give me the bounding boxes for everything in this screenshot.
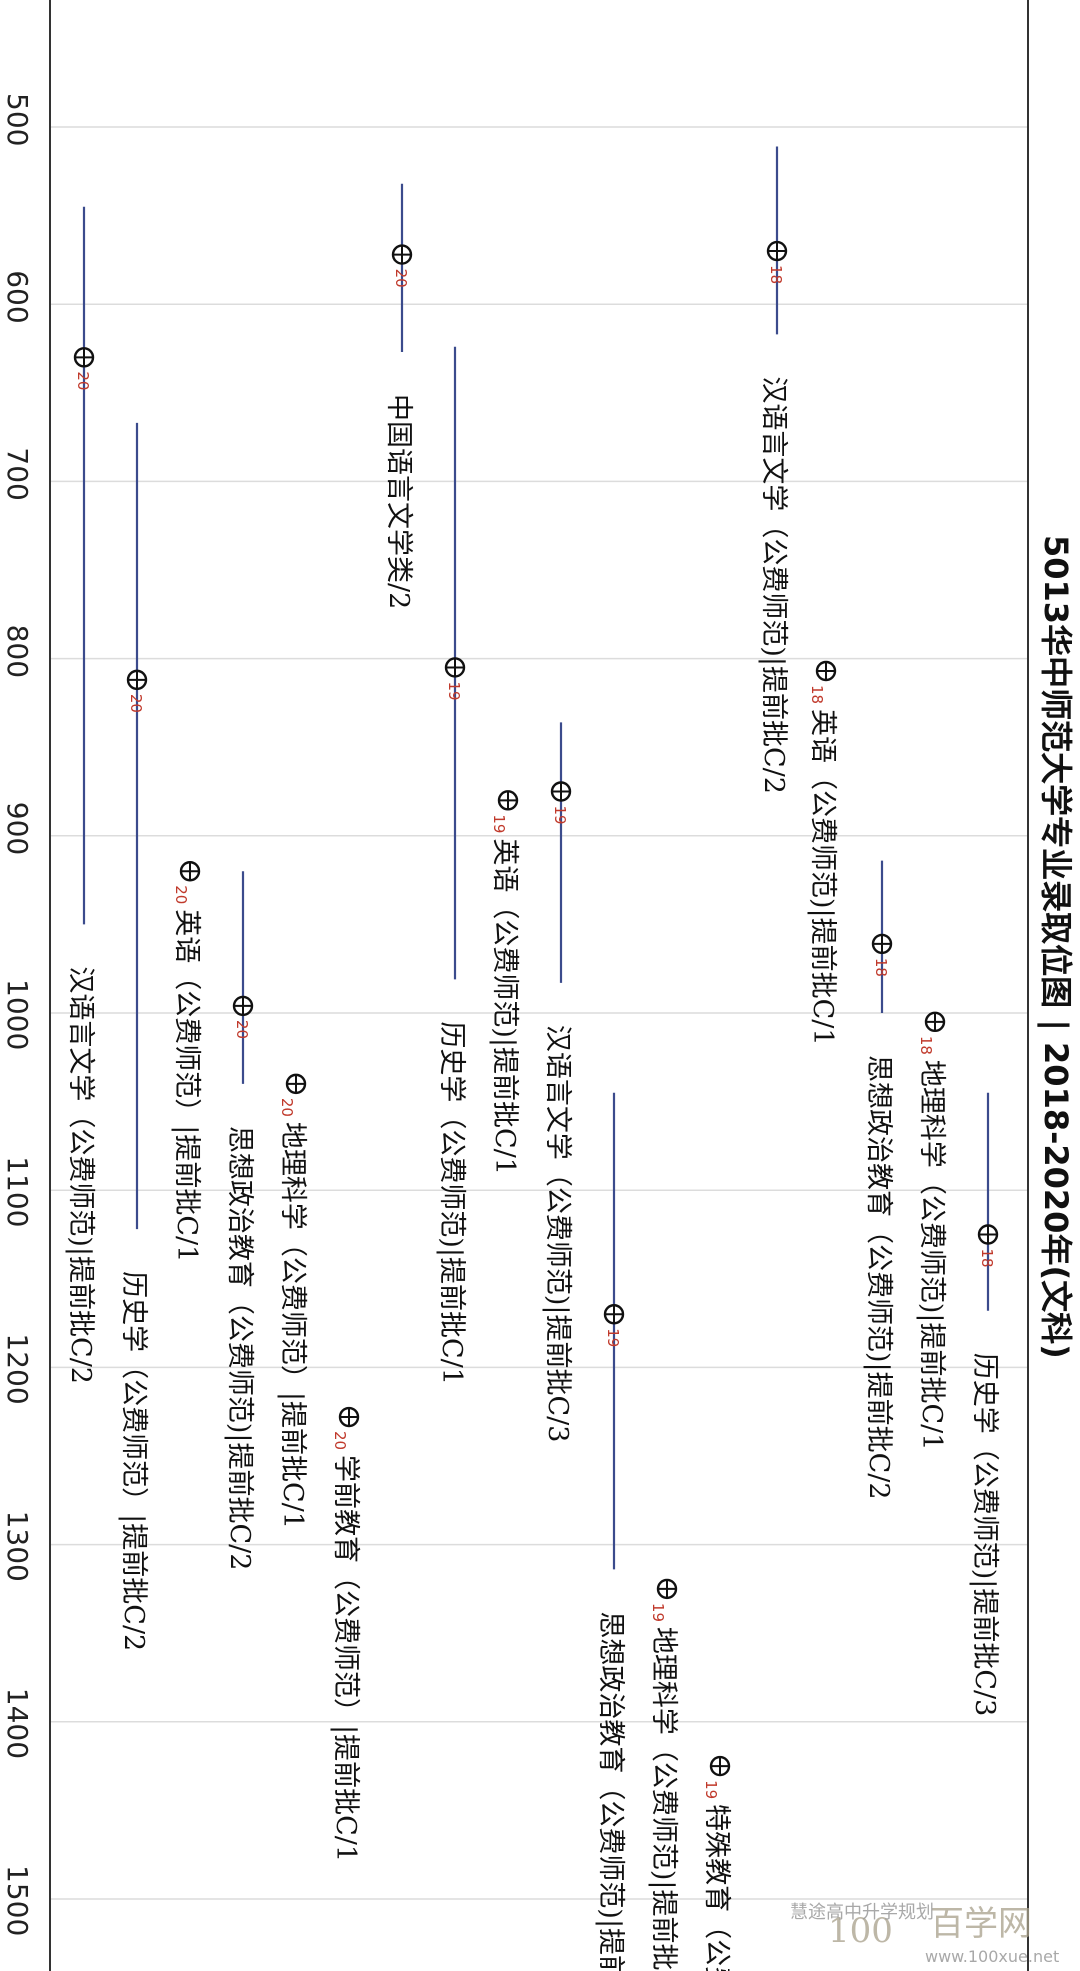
year-label: 20 [233, 1020, 251, 1039]
tick-label-700: 700 [1, 447, 34, 500]
data-point: 20 地理科学（公费师范）|提前批C/1 [277, 1073, 308, 1529]
data-point: 19 思想政治教育（公费师范)|提前批 [595, 1092, 626, 1971]
major-label: 英语（公费师范）|提前批C/1 [171, 909, 202, 1262]
tick-label-600: 600 [1, 270, 34, 323]
major-label: 思想政治教育（公费师范)|提前批C/2 [224, 1126, 255, 1571]
year-label: 19 [490, 814, 508, 833]
data-point: 20 汉语言文学（公费师范)|提前批C/2 [65, 206, 96, 1384]
gridlines [50, 126, 1028, 1900]
watermark: 100 百学网 慧途高中升学规划 www.100xue.net [790, 1902, 1059, 1966]
year-label: 19 [649, 1603, 667, 1622]
data-point: 18 地理科学（公费师范)|提前批C/1 [916, 1011, 947, 1451]
major-label: 历史学（公费师范)|提前批C/3 [969, 1353, 1000, 1717]
major-label: 汉语言文学（公费师范)|提前批C/3 [542, 1025, 573, 1443]
year-label: 18 [767, 265, 785, 284]
year-label: 19 [604, 1328, 622, 1347]
year-label: 18 [808, 685, 826, 704]
data-point: 20 思想政治教育（公费师范)|提前批C/2 [224, 871, 255, 1570]
tick-label-1400: 1400 [1, 1688, 34, 1759]
major-label: 汉语言文学（公费师范)|提前批C/2 [758, 376, 789, 794]
data-point: 19 地理科学（公费师范)|提前批 [648, 1578, 679, 1971]
tick-label-1000: 1000 [1, 979, 34, 1050]
major-label: 历史学（公费师范）|提前批C/2 [118, 1271, 149, 1651]
major-label: 历史学（公费师范)|提前批C/1 [436, 1021, 467, 1385]
tick-labels: 500 600 700 800 900 1000 1100 1200 1300 1400 1500 [1, 93, 34, 1936]
major-label: 地理科学（公费师范）|提前批C/1 [277, 1122, 308, 1529]
tick-label-1500: 1500 [1, 1865, 34, 1936]
year-label: 18 [872, 958, 890, 977]
watermark-logo: 100 [828, 1911, 893, 1951]
year-label: 20 [278, 1098, 296, 1117]
year-label: 19 [551, 806, 569, 825]
major-label: 英语（公费师范)|提前批C/1 [807, 709, 838, 1046]
year-label: 20 [331, 1431, 349, 1450]
major-label: 中国语言文学类/2 [383, 394, 414, 609]
major-label: 英语（公费师范)|提前批C/1 [489, 838, 520, 1175]
data-point: 20 学前教育（公费师范）|提前批C/1 [330, 1406, 361, 1862]
major-label: 特殊教育（公费 [701, 1804, 732, 1971]
tick-label-1300: 1300 [1, 1511, 34, 1582]
year-label: 20 [127, 694, 145, 713]
data-point: 18 英语（公费师范)|提前批C/1 [807, 660, 838, 1046]
data-point: 20 英语（公费师范）|提前批C/1 [171, 861, 202, 1262]
year-label: 20 [392, 269, 410, 288]
year-label: 20 [74, 371, 92, 390]
watermark-url: www.100xue.net [925, 1947, 1059, 1966]
chart-title: 5013华中师范大学专业录取位图 | 2018-2020年(文科) [1036, 535, 1075, 1359]
major-label: 学前教育（公费师范）|提前批C/1 [330, 1455, 361, 1862]
data-point: 18 历史学（公费师范)|提前批C/3 [969, 1092, 1000, 1717]
data-point: 19 特殊教育（公费 [701, 1755, 732, 1971]
data-point: 19 汉语言文学（公费师范)|提前批C/3 [542, 722, 573, 1442]
watermark-account: 慧途高中升学规划 [790, 1902, 934, 1923]
year-label: 20 [172, 885, 190, 904]
year-label: 19 [702, 1780, 720, 1799]
tick-label-1200: 1200 [1, 1333, 34, 1404]
major-label: 地理科学（公费师范)|提前批 [648, 1627, 679, 1971]
year-label: 18 [978, 1249, 996, 1268]
tick-label-1100: 1100 [1, 1156, 34, 1227]
tick-label-500: 500 [1, 93, 34, 146]
tick-label-900: 900 [1, 802, 34, 855]
data-point: 20 历史学（公费师范）|提前批C/2 [118, 422, 149, 1651]
year-label: 19 [445, 681, 463, 700]
data-point: 18 思想政治教育（公费师范)|提前批C/2 [863, 860, 894, 1500]
tick-label-800: 800 [1, 625, 34, 678]
year-label: 18 [917, 1036, 935, 1055]
major-label: 思想政治教育（公费师范)|提前批C/2 [863, 1055, 894, 1500]
data-marks: 20汉语言文学（公费师范)|提前批C/220历史学（公费师范）|提前批C/220… [65, 146, 1000, 1971]
data-point: 19 英语（公费师范)|提前批C/1 [489, 790, 520, 1175]
data-point: 20 中国语言文学类/2 [383, 183, 414, 609]
data-point: 18 汉语言文学（公费师范)|提前批C/2 [758, 146, 789, 794]
major-label: 汉语言文学（公费师范)|提前批C/2 [65, 966, 96, 1384]
watermark-brand: 百学网 [930, 1904, 1032, 1944]
major-label: 思想政治教育（公费师范)|提前批 [595, 1611, 626, 1971]
major-label: 地理科学（公费师范)|提前批C/1 [916, 1060, 947, 1451]
data-point: 19 历史学（公费师范)|提前批C/1 [436, 346, 467, 1385]
